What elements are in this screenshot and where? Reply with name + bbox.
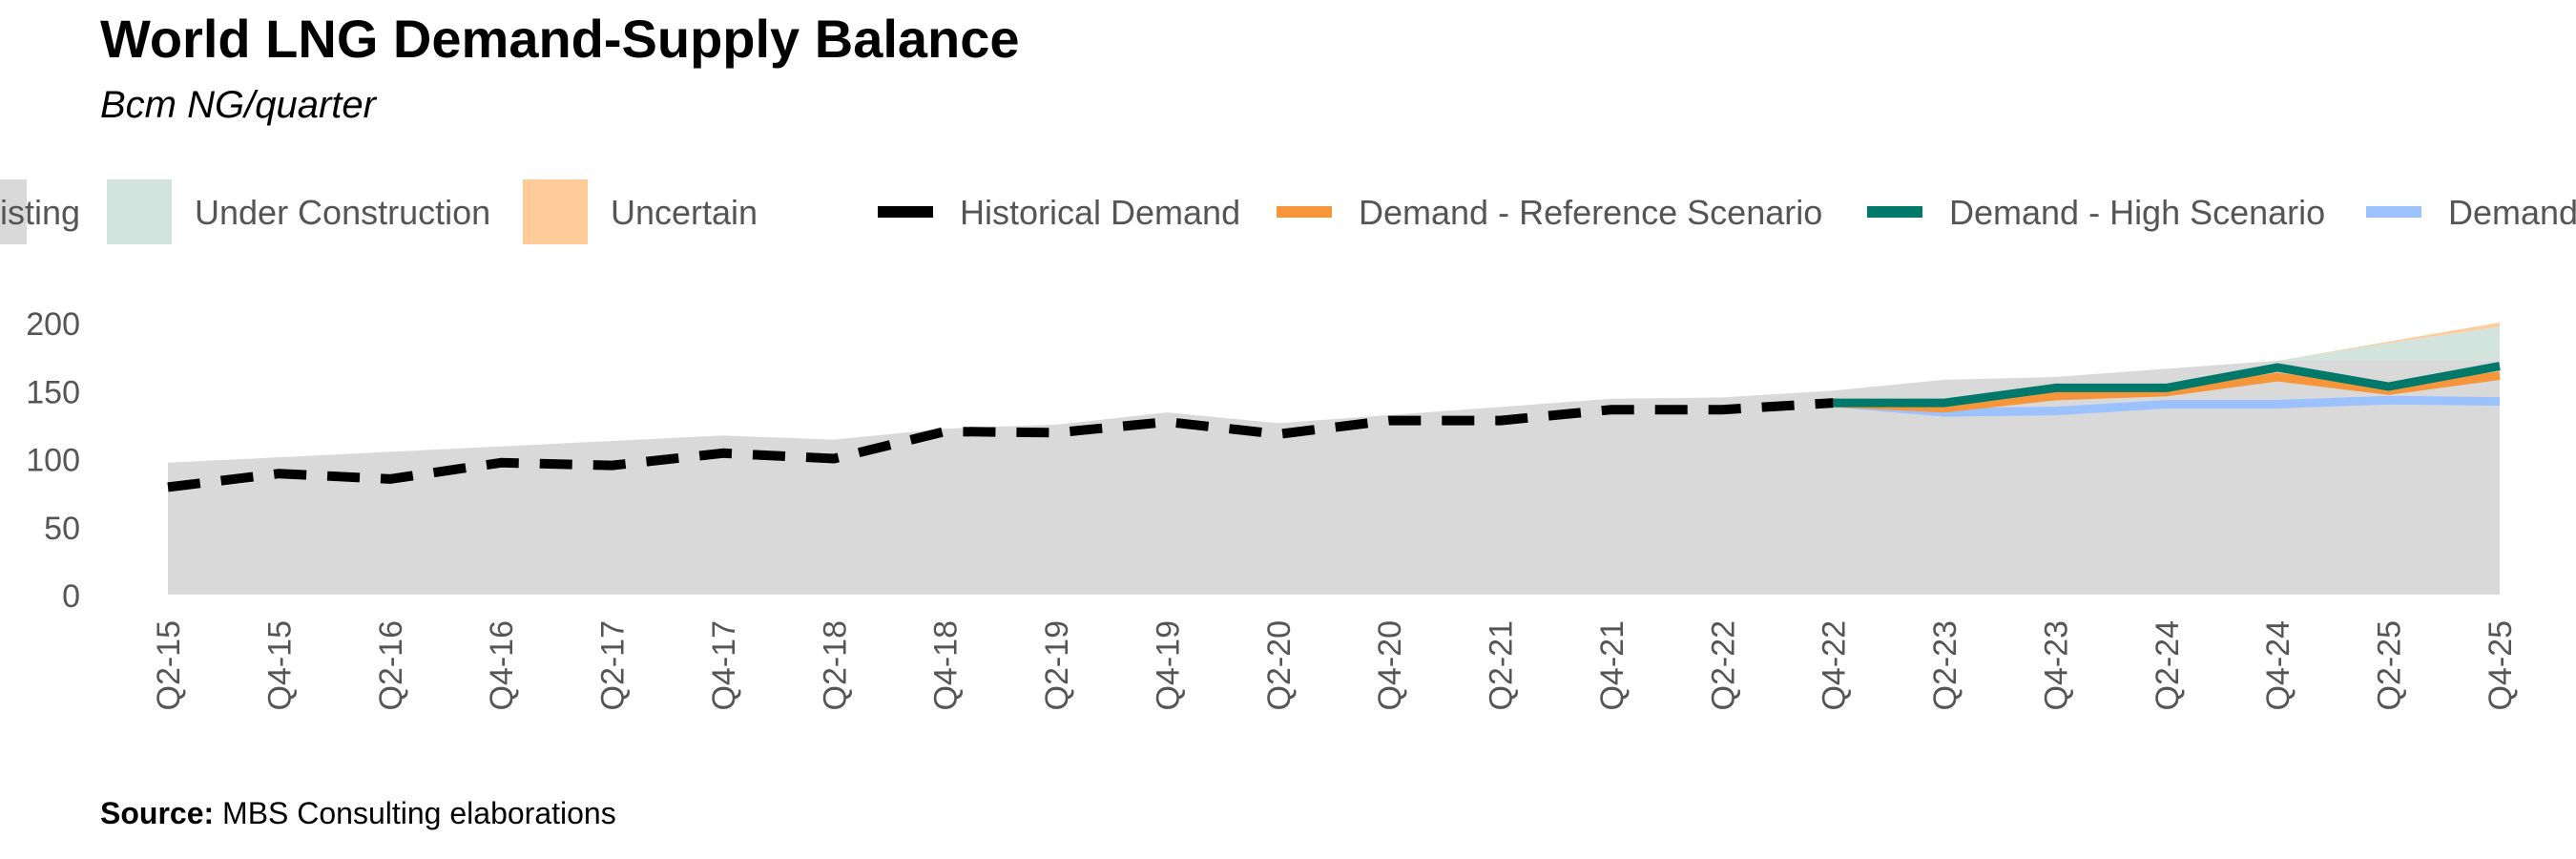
source-text: MBS Consulting elaborations [222, 796, 616, 830]
y-tick-label: 150 [26, 374, 80, 410]
x-tick-label: Q2-22 [1705, 620, 1741, 711]
legend-swatch-under-construction [107, 179, 172, 244]
legend-label-historical-demand: Historical Demand [960, 193, 1240, 232]
x-tick-label: Q2-25 [2372, 620, 2408, 711]
demand-lines [167, 362, 2501, 492]
legend: Existing Under Construction Uncertain Histo… [0, 179, 2576, 244]
legend-swatch-existing [0, 179, 27, 244]
y-tick-label: 200 [26, 306, 80, 343]
line-historical-demand [167, 398, 1835, 492]
legend-label-demand-high-scenario: Demand - High Scenario [1949, 193, 2325, 232]
x-tick-label: Q4-20 [1372, 620, 1408, 711]
x-tick-label: Q4-15 [261, 620, 298, 711]
legend-label-existing: Existing [0, 193, 80, 232]
x-tick-label: Q2-16 [373, 620, 409, 711]
legend-label-under-construction: Under Construction [195, 193, 490, 232]
x-tick-label: Q4-19 [1150, 620, 1186, 711]
y-axis: 0 50 100 150 200 [26, 306, 80, 615]
legend-swatch-demand-reference-scenario [1277, 206, 1332, 218]
y-tick-label: 0 [62, 578, 80, 615]
y-tick-label: 50 [44, 511, 80, 547]
area-existing [168, 360, 2500, 595]
x-tick-label: Q2-23 [1927, 620, 1963, 711]
legend-swatch-historical-demand [878, 206, 933, 218]
x-tick-label: Q4-17 [706, 620, 742, 711]
x-tick-label: Q4-21 [1594, 620, 1631, 711]
legend-label-demand-reference-scenario: Demand - Reference Scenario [1359, 193, 1822, 232]
x-tick-label: Q4-24 [2260, 620, 2296, 711]
legend-label-demand: Demand [2448, 193, 2576, 232]
x-tick-label: Q2-15 [151, 620, 187, 711]
legend-swatch-uncertain [523, 179, 588, 244]
x-tick-label: Q2-24 [2150, 620, 2186, 711]
x-tick-label: Q4-22 [1817, 620, 1853, 711]
x-tick-label: Q4-18 [928, 620, 965, 711]
x-tick-label: Q4-25 [2483, 620, 2519, 711]
source-label: Source: [100, 796, 215, 830]
chart-subtitle: Bcm NG/quarter [100, 84, 376, 126]
x-tick-label: Q2-21 [1484, 620, 1520, 711]
x-tick-label: Q2-18 [817, 620, 853, 711]
x-tick-label: Q2-19 [1039, 620, 1075, 711]
legend-swatch-demand-high-scenario [1867, 206, 1922, 218]
y-tick-label: 100 [26, 443, 80, 479]
x-tick-label: Q4-23 [2038, 620, 2074, 711]
x-tick-label: Q2-17 [595, 620, 632, 711]
chart-title: World LNG Demand-Supply Balance [100, 9, 1020, 69]
x-tick-label: Q4-16 [484, 620, 520, 711]
x-axis: Q2-15 Q4-15 Q2-16 Q4-16 Q2-17 Q4-17 Q2-18 Q4-18… [151, 620, 2519, 711]
supply-areas [168, 323, 2500, 595]
line-demand-high-scenario [1833, 362, 2501, 408]
legend-label-uncertain: Uncertain [611, 193, 758, 232]
source-note: Source: MBS Consulting elaborations [100, 796, 616, 831]
legend-swatch-demand [2366, 206, 2421, 218]
x-tick-label: Q2-20 [1261, 620, 1298, 711]
